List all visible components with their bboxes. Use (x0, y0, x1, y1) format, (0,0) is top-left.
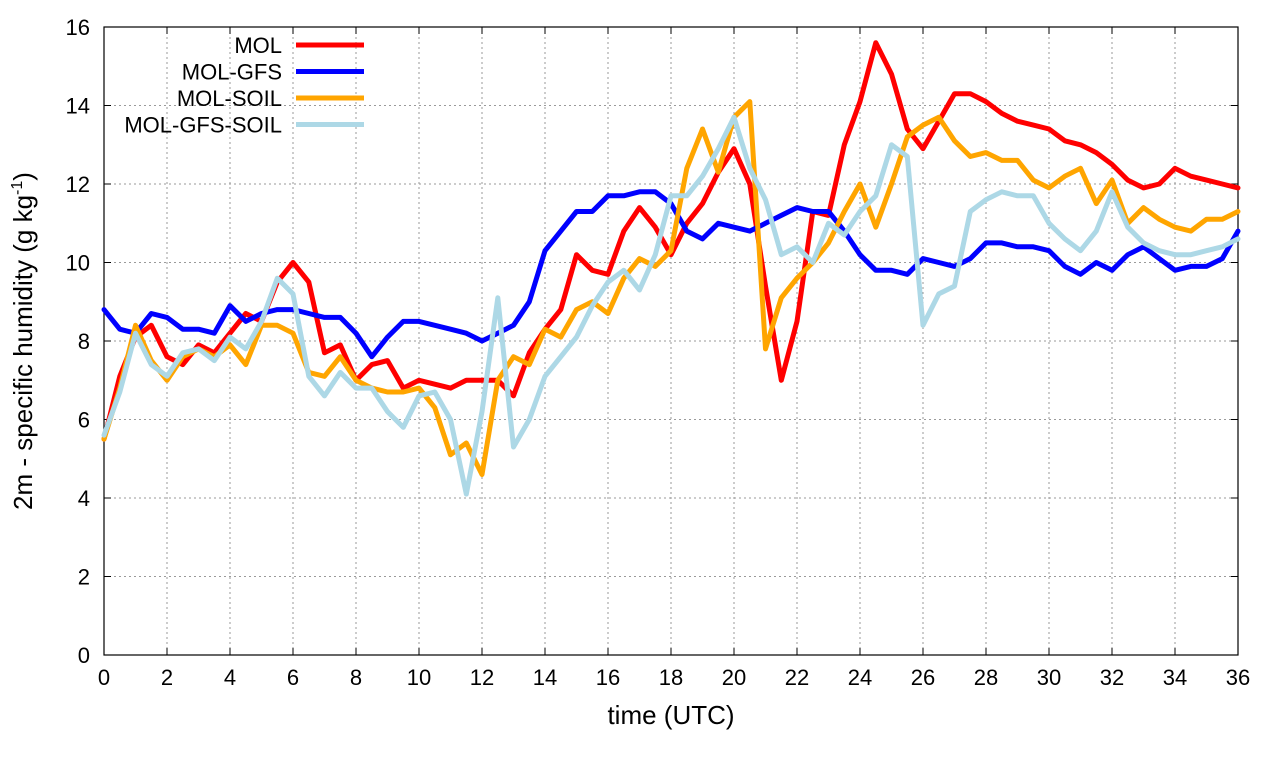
x-tick-label: 10 (407, 665, 431, 690)
legend-label-mol-gfs: MOL-GFS (182, 60, 282, 85)
x-tick-label: 8 (350, 665, 362, 690)
y-tick-label: 10 (66, 251, 90, 276)
grid-lines (104, 27, 1238, 655)
x-axis-title: time (UTC) (607, 700, 734, 730)
x-tick-label: 34 (1163, 665, 1187, 690)
x-tick-label: 20 (722, 665, 746, 690)
x-tick-label: 0 (98, 665, 110, 690)
x-tick-label: 36 (1226, 665, 1250, 690)
x-tick-label: 2 (161, 665, 173, 690)
x-tick-label: 16 (596, 665, 620, 690)
x-tick-label: 18 (659, 665, 683, 690)
series-lines (101, 40, 1241, 497)
x-tick-label: 14 (533, 665, 557, 690)
series-line-mol-soil (101, 99, 1241, 477)
y-axis-title: 2m - specific humidity (g kg-1) (8, 172, 38, 510)
x-tick-label: 26 (911, 665, 935, 690)
legend-label-mol-gfs-soil: MOL-GFS-SOIL (124, 113, 282, 138)
y-tick-label: 4 (78, 486, 90, 511)
series-line-mol (101, 40, 1241, 442)
x-tick-label: 28 (974, 665, 998, 690)
x-tick-label: 24 (848, 665, 872, 690)
y-tick-label: 0 (78, 643, 90, 668)
x-tick-label: 22 (785, 665, 809, 690)
legend-label-mol: MOL (234, 33, 282, 58)
y-tick-labels: 0 2 4 6 8 10 12 14 16 (66, 15, 90, 668)
y-tick-label: 16 (66, 15, 90, 40)
y-axis-title-superscript: -1 (9, 181, 26, 195)
x-tick-label: 32 (1100, 665, 1124, 690)
x-tick-labels: 0 2 4 6 8 10 12 14 16 18 20 22 24 26 28 30 32 34 36 (98, 665, 1250, 690)
y-tick-label: 12 (66, 172, 90, 197)
y-axis-title-main: 2m - specific humidity (g kg (8, 195, 38, 510)
y-tick-label: 8 (78, 329, 90, 354)
x-tick-label: 4 (224, 665, 236, 690)
y-tick-label: 6 (78, 408, 90, 433)
y-axis-title-close: ) (8, 172, 38, 181)
y-tick-label: 14 (66, 94, 90, 119)
series-line-mol-gfs-soil (101, 114, 1241, 497)
axes (103, 26, 1239, 656)
legend-label-mol-soil: MOL-SOIL (177, 86, 282, 111)
series-line-mol-gfs (101, 189, 1241, 360)
x-tick-label: 6 (287, 665, 299, 690)
y-tick-label: 2 (78, 565, 90, 590)
x-tick-label: 12 (470, 665, 494, 690)
x-tick-label: 30 (1037, 665, 1061, 690)
